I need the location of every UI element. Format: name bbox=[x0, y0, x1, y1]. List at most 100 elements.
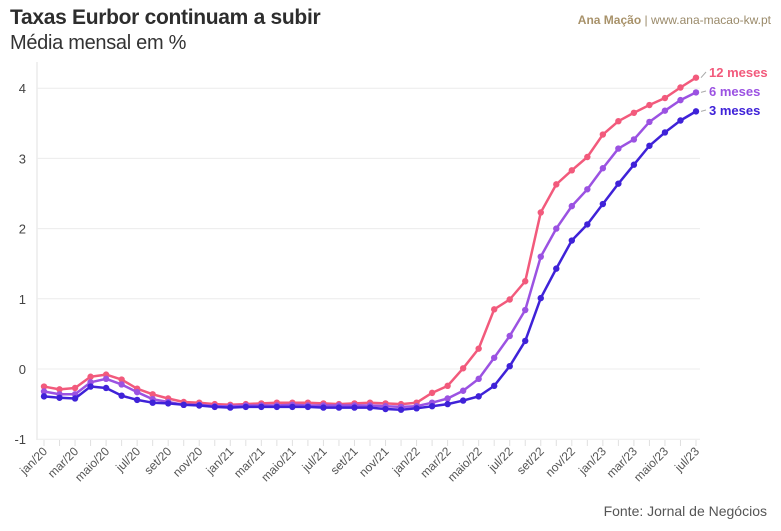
x-tick-label: nov/21 bbox=[356, 444, 392, 480]
data-point bbox=[537, 253, 544, 260]
x-tick-label: nov/22 bbox=[543, 444, 579, 480]
data-point bbox=[118, 376, 125, 383]
data-point bbox=[444, 395, 451, 402]
data-point bbox=[102, 384, 110, 392]
data-point bbox=[692, 89, 700, 96]
data-point bbox=[630, 136, 638, 143]
data-point bbox=[615, 145, 622, 152]
data-point bbox=[428, 403, 436, 410]
data-point bbox=[56, 394, 63, 401]
data-point bbox=[335, 404, 343, 411]
data-point bbox=[196, 402, 203, 409]
data-point bbox=[180, 401, 187, 409]
series-label: 12 meses bbox=[709, 65, 768, 80]
x-tick-label: set/21 bbox=[328, 444, 361, 477]
data-point bbox=[490, 382, 498, 390]
chart-subtitle: Média mensal em % bbox=[10, 32, 187, 54]
data-point bbox=[490, 354, 498, 361]
y-tick-label: 2 bbox=[19, 222, 26, 237]
data-point bbox=[273, 403, 281, 411]
data-point bbox=[615, 117, 622, 125]
x-tick-label: maio/20 bbox=[72, 444, 112, 484]
data-point bbox=[553, 181, 560, 188]
data-point bbox=[490, 306, 498, 313]
x-tick-label: jan/21 bbox=[203, 444, 237, 478]
y-tick-label: 4 bbox=[19, 81, 26, 96]
credit: Ana Mação | www.ana-macao-kw.pt bbox=[577, 13, 771, 27]
data-point bbox=[553, 225, 560, 232]
x-tick-label: jul/20 bbox=[112, 444, 143, 475]
data-point bbox=[584, 186, 591, 193]
data-point bbox=[599, 200, 607, 208]
series-3-meses: 3 meses bbox=[40, 103, 760, 413]
data-point bbox=[537, 209, 544, 216]
data-point bbox=[413, 405, 420, 412]
data-point bbox=[149, 391, 156, 398]
data-point bbox=[459, 397, 467, 404]
data-point bbox=[118, 381, 125, 388]
x-tick-label: jul/23 bbox=[671, 444, 702, 475]
data-point bbox=[506, 362, 513, 370]
data-point bbox=[40, 393, 48, 400]
data-point bbox=[397, 406, 405, 413]
x-tick-label: maio/21 bbox=[258, 444, 298, 484]
data-point bbox=[506, 332, 513, 340]
x-tick-label: jan/22 bbox=[389, 444, 423, 478]
x-tick-label: set/22 bbox=[514, 444, 547, 477]
y-tick-label: 0 bbox=[19, 362, 26, 377]
data-point bbox=[692, 108, 700, 115]
y-tick-label: -1 bbox=[14, 432, 26, 447]
data-point bbox=[87, 373, 94, 380]
data-point bbox=[646, 142, 653, 149]
data-point bbox=[677, 117, 684, 124]
data-point bbox=[646, 101, 653, 109]
data-point bbox=[568, 167, 576, 174]
data-point bbox=[133, 396, 141, 404]
data-point bbox=[444, 400, 451, 408]
x-tick-label: jan/23 bbox=[575, 444, 609, 478]
data-point bbox=[382, 405, 389, 413]
data-point bbox=[475, 345, 482, 352]
chart-title: Taxas Eurbor continuam a subir bbox=[10, 6, 321, 29]
data-point bbox=[444, 382, 451, 390]
data-point bbox=[56, 386, 63, 393]
data-point bbox=[553, 265, 560, 272]
series-label: 6 meses bbox=[709, 84, 760, 99]
data-point bbox=[599, 165, 607, 172]
data-point bbox=[289, 403, 296, 411]
data-point bbox=[242, 403, 250, 411]
data-point bbox=[677, 84, 684, 91]
data-point bbox=[599, 131, 607, 138]
data-point bbox=[661, 107, 669, 114]
data-point bbox=[661, 94, 669, 102]
data-point bbox=[568, 237, 576, 244]
data-point bbox=[304, 403, 312, 411]
series-label: 3 meses bbox=[709, 103, 760, 118]
x-tick-label: jan/20 bbox=[16, 444, 50, 478]
data-point bbox=[118, 392, 125, 399]
data-point bbox=[149, 399, 156, 406]
data-point bbox=[646, 118, 653, 126]
data-point bbox=[71, 395, 79, 402]
data-point bbox=[584, 221, 591, 228]
x-tick-label: jul/22 bbox=[485, 444, 516, 475]
credit-name: Ana Mação bbox=[577, 13, 642, 27]
series-line bbox=[43, 76, 697, 407]
data-point bbox=[459, 387, 467, 394]
data-point bbox=[164, 400, 172, 407]
data-point bbox=[584, 153, 591, 161]
credit-url: www.ana-macao-kw.pt bbox=[650, 13, 771, 27]
series-line bbox=[43, 110, 697, 411]
x-tick-label: set/20 bbox=[141, 444, 174, 477]
series-6-meses: 6 meses bbox=[40, 84, 760, 411]
data-point bbox=[102, 375, 110, 383]
x-tick-label: nov/20 bbox=[170, 444, 206, 480]
data-point bbox=[366, 404, 374, 411]
data-point bbox=[40, 383, 48, 390]
source-note: Fonte: Jornal de Negócios bbox=[603, 503, 767, 519]
data-point bbox=[71, 384, 79, 392]
data-point bbox=[227, 404, 234, 411]
data-point bbox=[351, 404, 358, 411]
